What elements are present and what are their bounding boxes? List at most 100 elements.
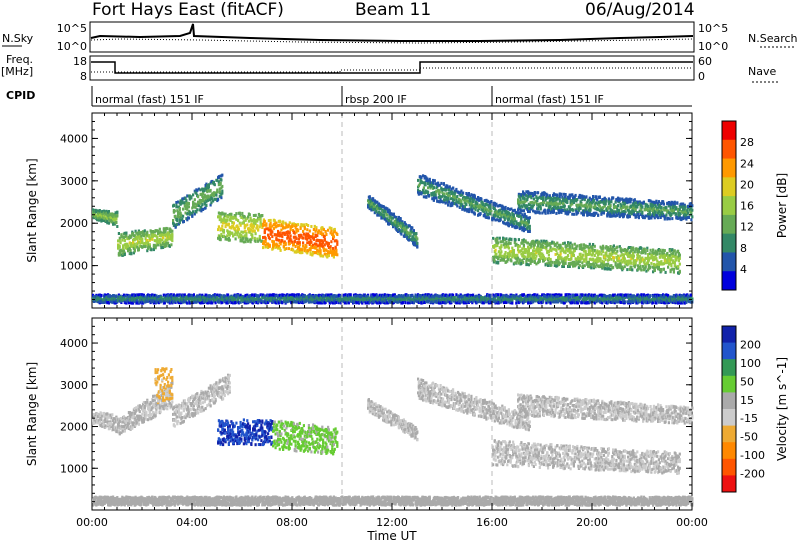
freq-tick-bottom: 8 (80, 70, 87, 83)
echo-cell (157, 240, 160, 244)
echo-cell (116, 214, 119, 218)
echo-cell (121, 238, 124, 242)
echo-cell (152, 248, 155, 252)
echo-cell (183, 201, 186, 205)
echo-cell (162, 233, 165, 237)
echo-cell (451, 197, 454, 201)
echo-cell (563, 204, 566, 208)
echo-cell (220, 196, 223, 200)
echo-cell (418, 190, 421, 193)
echo-cell (425, 195, 428, 199)
echo-cell (531, 259, 534, 263)
echo-cell (238, 221, 241, 225)
echo-cell (537, 244, 540, 248)
echo-cell (413, 241, 416, 245)
echo-cell (258, 238, 261, 242)
echo-cell (220, 232, 223, 236)
echo-cell (448, 193, 451, 197)
echo-cell (305, 245, 308, 249)
echo-cell (333, 230, 336, 234)
echo-cell (273, 243, 276, 247)
echo-cell (212, 193, 215, 197)
echo-cell (186, 207, 189, 211)
echo-cell (235, 231, 238, 235)
echo-cell (107, 214, 110, 218)
echo-cell (251, 233, 254, 237)
echo-cell (258, 234, 261, 238)
echo-cell (221, 173, 224, 177)
echo-cell (224, 235, 227, 239)
echo-cell (274, 245, 277, 249)
nave-tick-bottom: 0 (698, 70, 705, 83)
echo-cell (412, 229, 415, 233)
echo-cell (164, 230, 167, 234)
echo-cell (237, 230, 240, 234)
echo-cell (297, 234, 300, 237)
echo-cell (167, 241, 170, 245)
echo-cell (302, 223, 305, 227)
echo-cell (172, 222, 175, 226)
echo-cell (126, 242, 129, 246)
echo-cell (140, 234, 143, 238)
echo-cell (376, 200, 379, 204)
echo-cell (219, 181, 222, 185)
echo-cell (301, 248, 304, 252)
nave-series (91, 67, 693, 73)
echo-cell (295, 237, 298, 241)
echo-cell (427, 182, 430, 186)
echo-cell (239, 214, 242, 218)
echo-cell (220, 218, 223, 222)
echo-cell (686, 208, 689, 212)
echo-cell (424, 183, 427, 187)
echo-cell (166, 227, 169, 231)
echo-cell (474, 208, 477, 212)
echo-cell (330, 226, 333, 230)
echo-cell (98, 213, 101, 217)
echo-cell (450, 187, 453, 191)
echo-cell (453, 192, 456, 196)
echo-cell (406, 233, 409, 237)
echo-cell (115, 217, 118, 221)
echo-cell (428, 177, 431, 181)
echo-cell (141, 237, 144, 241)
echo-cell (248, 213, 251, 217)
echo-cell (212, 199, 215, 203)
echo-cell (278, 231, 281, 235)
echo-cell (320, 254, 323, 258)
echo-cell (137, 240, 140, 244)
echo-cell (251, 229, 254, 233)
echo-cell (214, 197, 217, 201)
echo-region (217, 211, 264, 244)
echo-cell (234, 237, 237, 241)
echo-cell (653, 269, 656, 272)
echo-cell (222, 228, 225, 232)
echo-cell (332, 255, 335, 259)
echo-cell (225, 214, 228, 218)
nsky-strip: N.Sky 10^5 10^0 10^5 10^0 N.Search (2, 21, 798, 53)
echo-cell (459, 193, 462, 197)
nsky-tick-bottom: 10^0 (57, 40, 87, 53)
echo-cell (387, 222, 390, 226)
echo-cell (146, 230, 149, 234)
echo-cell (136, 242, 139, 246)
echo-cell (246, 237, 249, 241)
echo-cell (528, 224, 531, 228)
echo-cell (136, 237, 139, 241)
echo-cell (317, 249, 320, 253)
echo-cell (662, 202, 665, 206)
echo-cell (490, 200, 493, 203)
echo-cell (198, 198, 201, 202)
echo-cell (318, 246, 321, 250)
echo-cell (451, 192, 454, 196)
echo-cell (269, 222, 272, 225)
echo-cell (257, 239, 260, 243)
echo-cell (217, 228, 220, 232)
echo-cell (303, 227, 306, 231)
echo-cell (223, 218, 226, 222)
echo-cell (172, 204, 175, 207)
echo-cell (403, 221, 406, 225)
echo-cell (409, 229, 412, 233)
echo-cell (327, 246, 330, 250)
echo-cell (572, 254, 575, 257)
echo-cell (432, 178, 435, 182)
